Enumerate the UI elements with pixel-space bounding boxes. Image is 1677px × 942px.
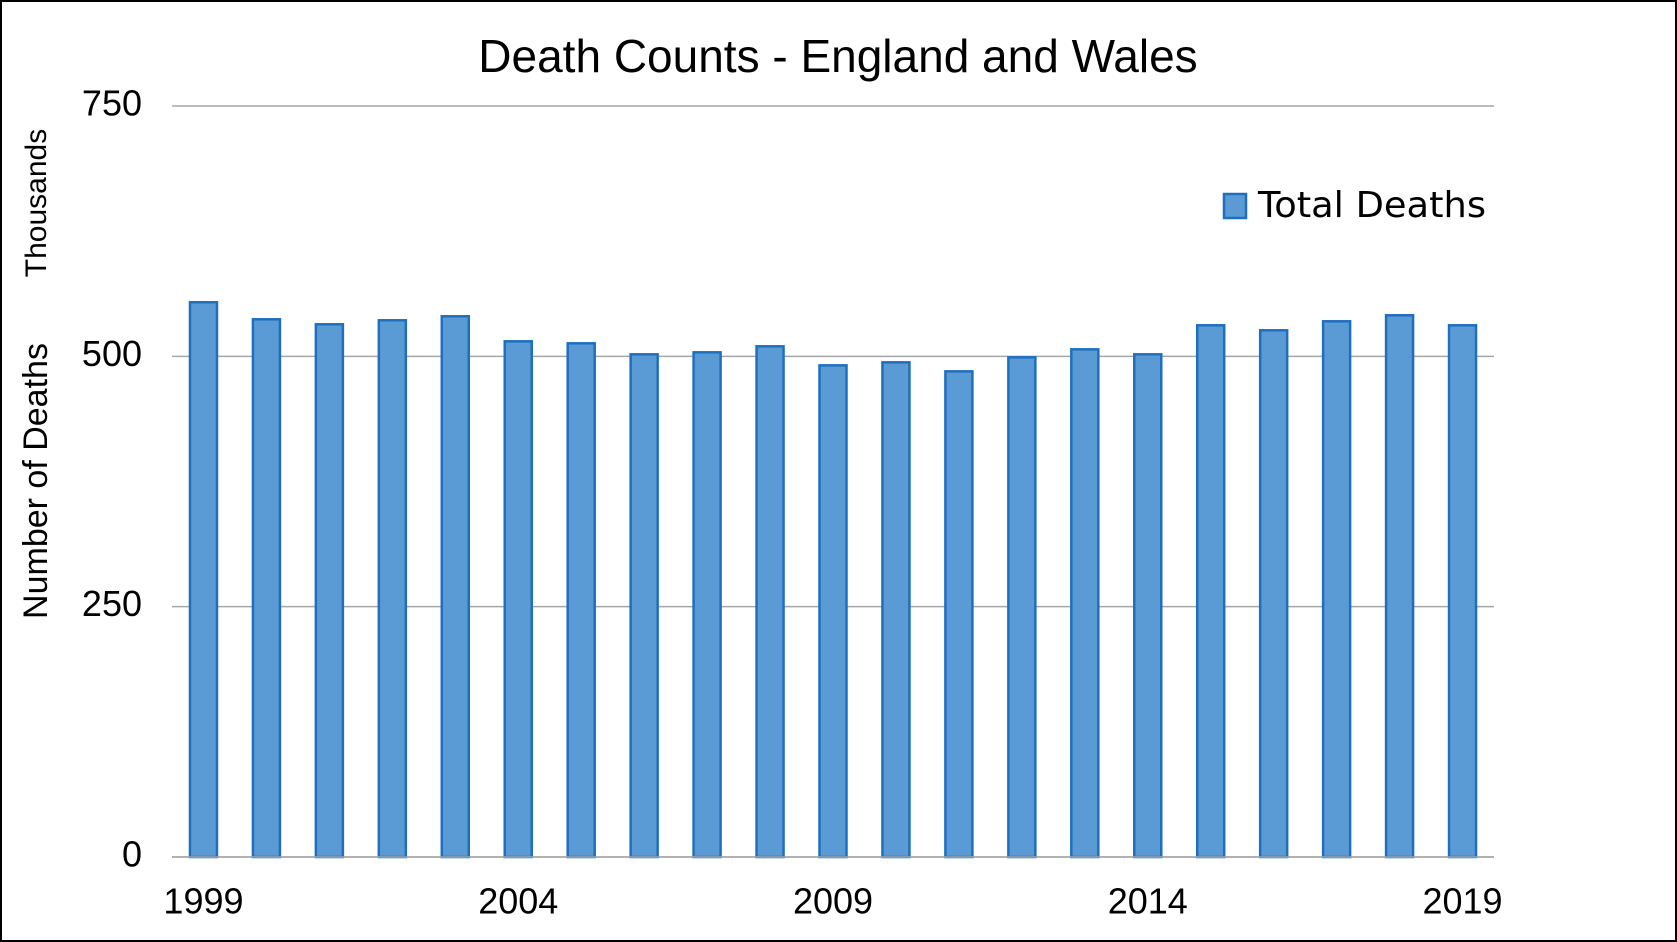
bar [944, 370, 974, 859]
bar [377, 319, 408, 859]
x-tick-label: 2009 [793, 881, 873, 922]
x-tick-label: 2004 [478, 881, 558, 922]
bar [440, 315, 471, 859]
bar [1258, 329, 1289, 859]
bar [1133, 353, 1163, 859]
bar [881, 361, 911, 859]
bar [1321, 320, 1352, 859]
bar [566, 342, 596, 859]
y-tick-label: 0 [122, 834, 142, 875]
y-tick-label: 250 [82, 583, 142, 624]
y-unit-label: Thousands [20, 129, 53, 277]
bar [314, 323, 345, 859]
bar [818, 364, 848, 859]
chart-title: Death Counts - England and Wales [478, 30, 1197, 82]
bar [1007, 356, 1037, 859]
legend-swatch [1222, 192, 1248, 220]
bar [1384, 314, 1415, 859]
bar [503, 340, 533, 859]
bar [629, 353, 659, 859]
y-axis-label: Number of Deaths [17, 343, 55, 619]
x-tick-label: 2019 [1422, 881, 1502, 922]
y-tick-label: 500 [82, 333, 142, 374]
legend-label: Total Deaths [1257, 185, 1486, 226]
y-tick-label: 750 [82, 83, 142, 124]
bar [692, 351, 722, 859]
bar [251, 318, 282, 859]
bar [1195, 324, 1226, 859]
bar [755, 345, 785, 859]
x-tick-label: 2014 [1108, 881, 1188, 922]
x-tick-label: 1999 [163, 881, 243, 922]
bar [188, 301, 219, 859]
bar [1070, 348, 1100, 859]
bar [1447, 324, 1478, 859]
